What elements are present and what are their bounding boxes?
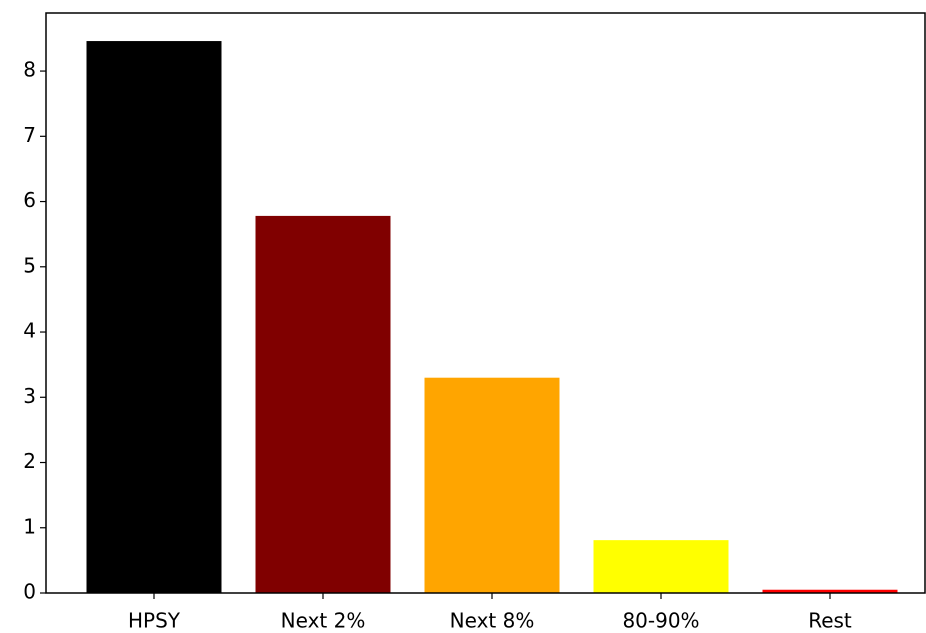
x-tick-label: Next 2%: [281, 609, 366, 633]
bar: [86, 41, 222, 593]
y-tick-label: 1: [23, 514, 36, 538]
x-tick-label: Next 8%: [450, 609, 535, 633]
x-tick-label: Rest: [808, 609, 852, 633]
bar: [593, 540, 729, 593]
y-tick-label: 2: [23, 449, 36, 473]
y-tick-label: 7: [23, 123, 36, 147]
plot-frame: [45, 12, 926, 594]
x-tick-label: HPSY: [128, 609, 181, 633]
y-tick-label: 6: [23, 188, 36, 212]
y-tick-label: 8: [23, 58, 36, 82]
y-tick-label: 5: [23, 253, 36, 277]
bar: [762, 589, 898, 593]
y-tick-label: 4: [23, 319, 36, 343]
y-tick-label: 3: [23, 384, 36, 408]
y-tick-label: 0: [23, 580, 36, 604]
bar: [255, 215, 391, 593]
bar: [424, 377, 560, 593]
x-tick-label: 80-90%: [622, 609, 699, 633]
